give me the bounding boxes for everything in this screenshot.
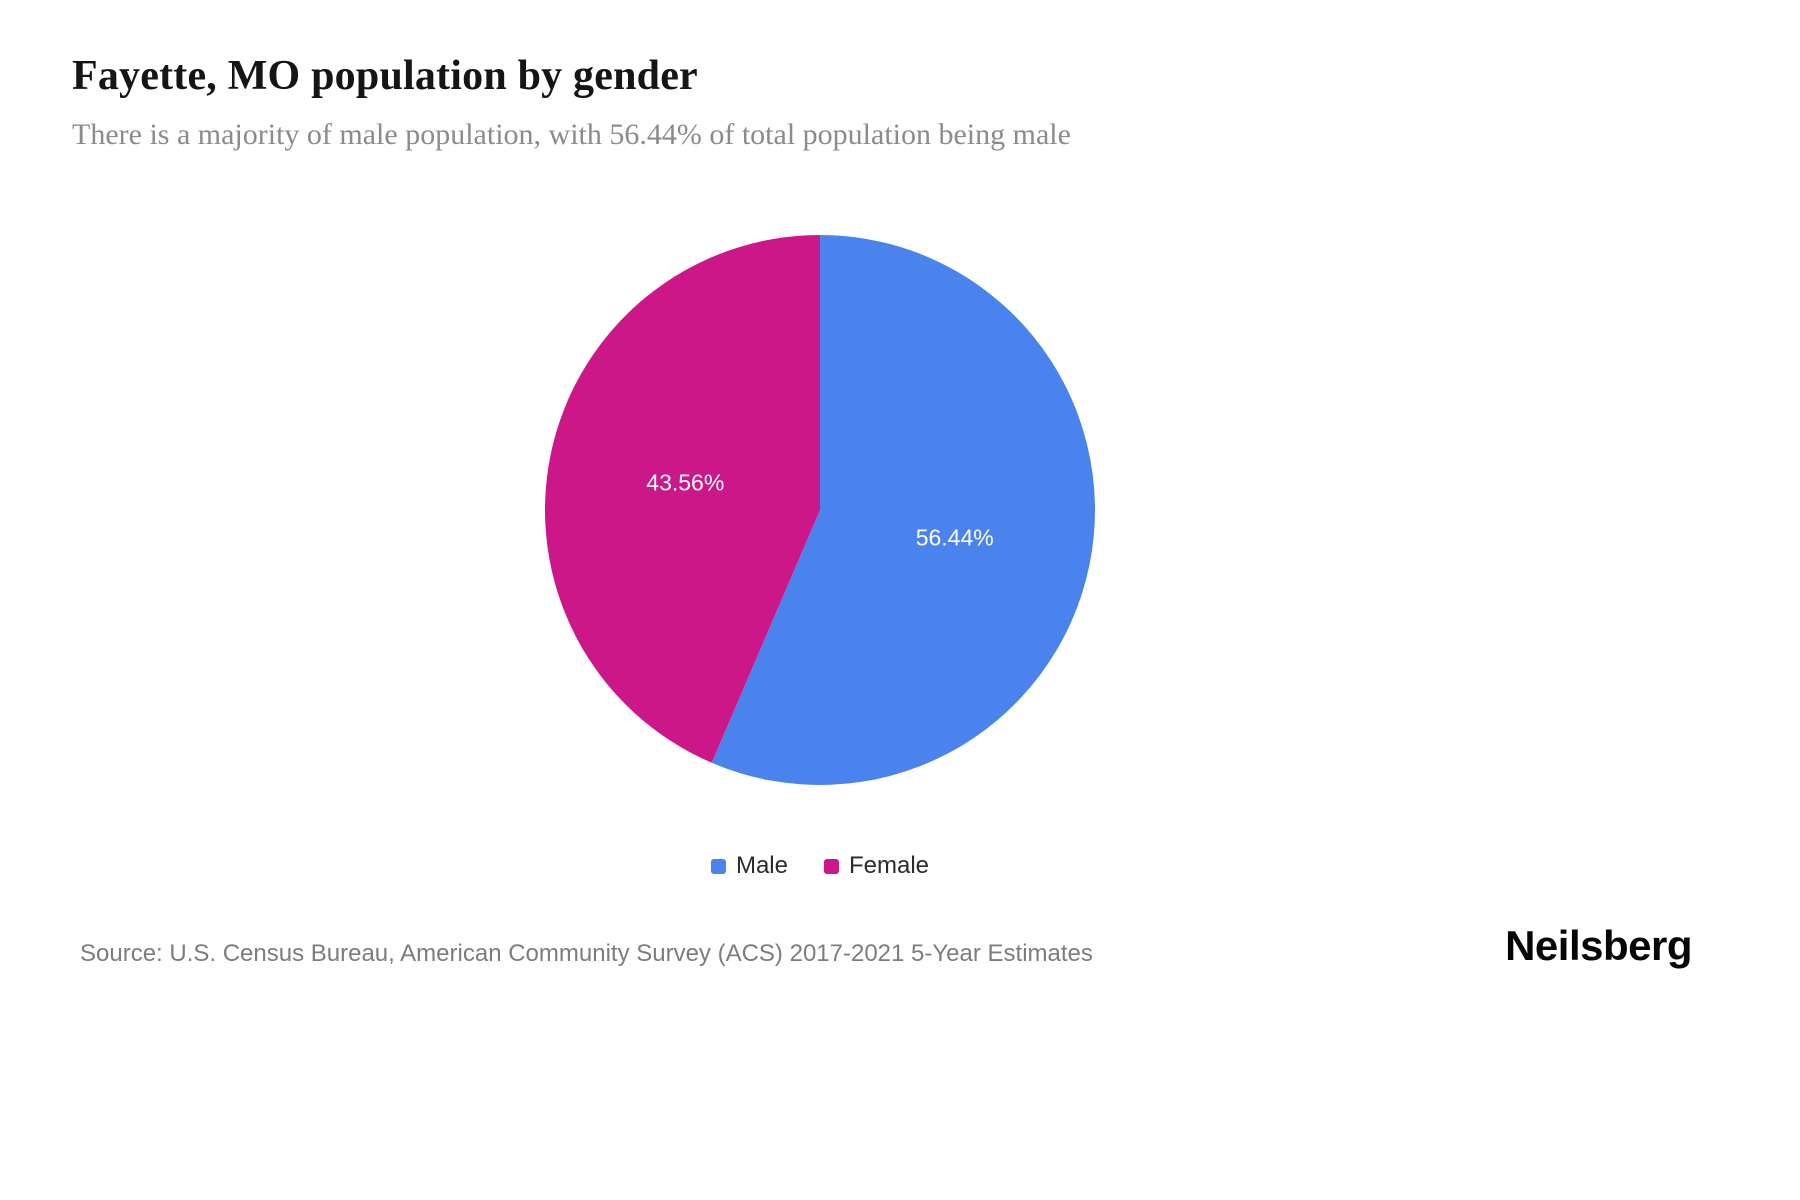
pie-slice-female[interactable]: [544, 235, 820, 763]
legend-label: Female: [849, 852, 930, 879]
source-text: Source: U.S. Census Bureau, American Com…: [80, 940, 1093, 967]
legend-swatch-male: [710, 858, 726, 874]
legend-item-female[interactable]: Female: [824, 852, 929, 880]
page-title: Fayette, MO population by gender: [72, 53, 698, 99]
pie-slice-label-male: 56.44%: [916, 525, 994, 551]
pie-slice-male[interactable]: [711, 235, 1095, 786]
legend-swatch-female: [824, 858, 839, 874]
pie-slice-label-female: 43.56%: [646, 469, 724, 495]
legend-label: Male: [735, 852, 788, 879]
legend-item-male[interactable]: Male: [710, 852, 788, 880]
page-subtitle: There is a majority of male population, …: [72, 118, 1071, 151]
legend: Male Female: [710, 852, 929, 880]
pie-chart-svg: 56.44% 43.56%: [544, 235, 1095, 786]
pie-chart: 56.44% 43.56%: [540, 230, 1100, 790]
brand-logo: Neilsberg: [1505, 922, 1692, 969]
